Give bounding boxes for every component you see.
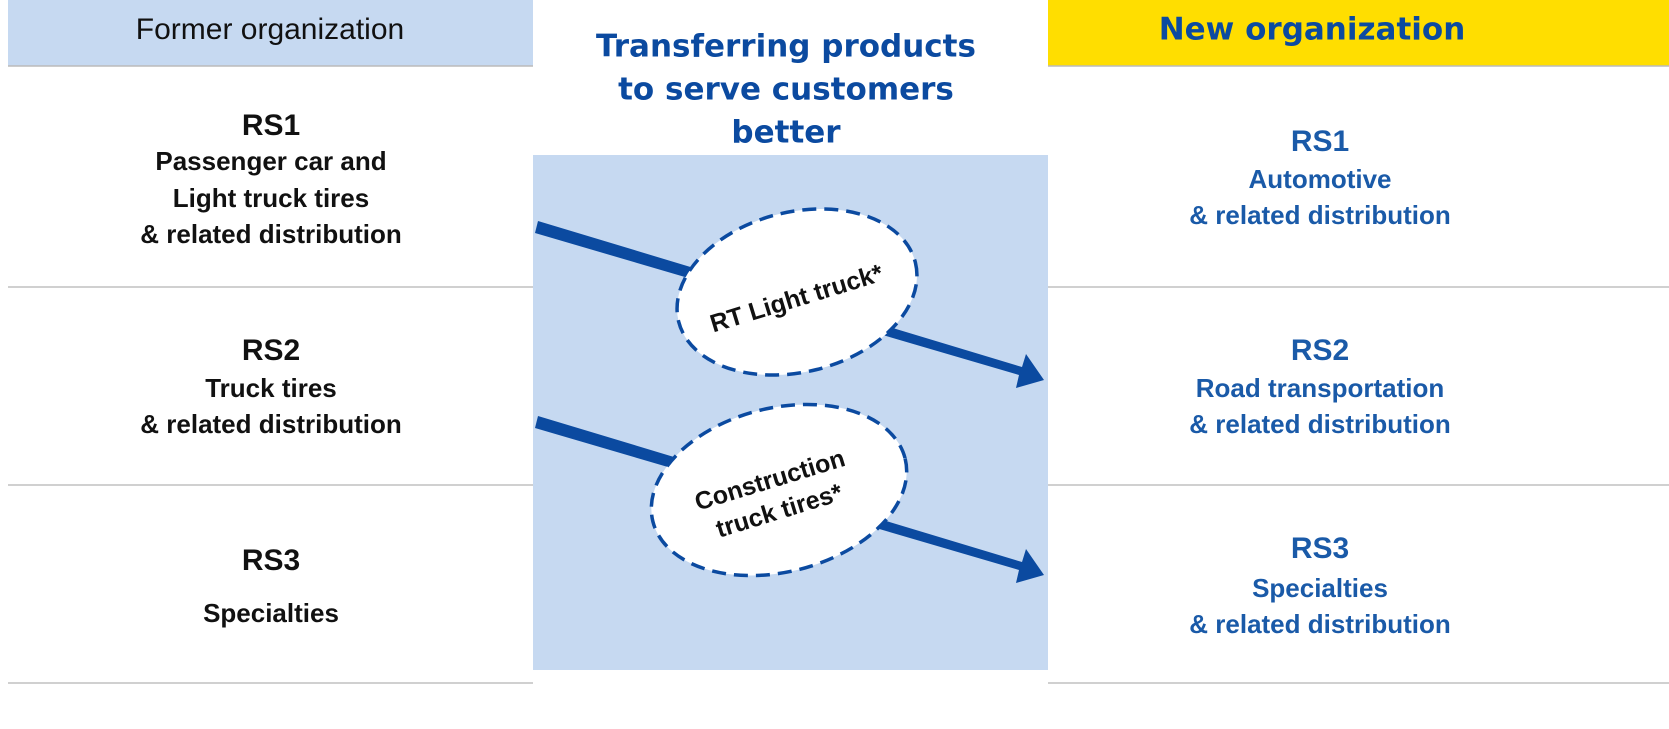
unit-description: Automotive	[1249, 164, 1392, 194]
row-separators	[8, 286, 1669, 684]
unit-description: & related distribution	[140, 409, 401, 439]
unit-description: Specialties	[1252, 573, 1388, 603]
unit-code: RS3	[242, 544, 300, 577]
unit-description: & related distribution	[140, 219, 401, 249]
unit-description: & related distribution	[1189, 409, 1450, 439]
unit-description: & related distribution	[1189, 609, 1450, 639]
unit-description: Passenger car and	[155, 146, 386, 176]
center-title: Transferring products	[596, 29, 976, 65]
right-header: New organization	[1159, 12, 1466, 48]
right-header-bg	[1048, 0, 1669, 66]
unit-code: RS1	[1291, 125, 1349, 158]
unit-code: RS2	[1291, 334, 1349, 367]
left-header: Former organization	[136, 13, 404, 46]
unit-description: Truck tires	[205, 373, 337, 403]
unit-description: Light truck tires	[173, 183, 369, 213]
center-title: to serve customers	[618, 72, 954, 108]
transfer-bubble	[649, 402, 909, 578]
center-title: better	[731, 115, 841, 151]
left-header-bg	[8, 0, 533, 66]
unit-code: RS3	[1291, 532, 1349, 565]
unit-code: RS2	[242, 334, 300, 367]
unit-description: Road transportation	[1196, 373, 1444, 403]
unit-description: & related distribution	[1189, 200, 1450, 230]
unit-description: Specialties	[203, 598, 339, 628]
transfer-bubble	[675, 207, 919, 377]
unit-code: RS1	[242, 109, 300, 142]
